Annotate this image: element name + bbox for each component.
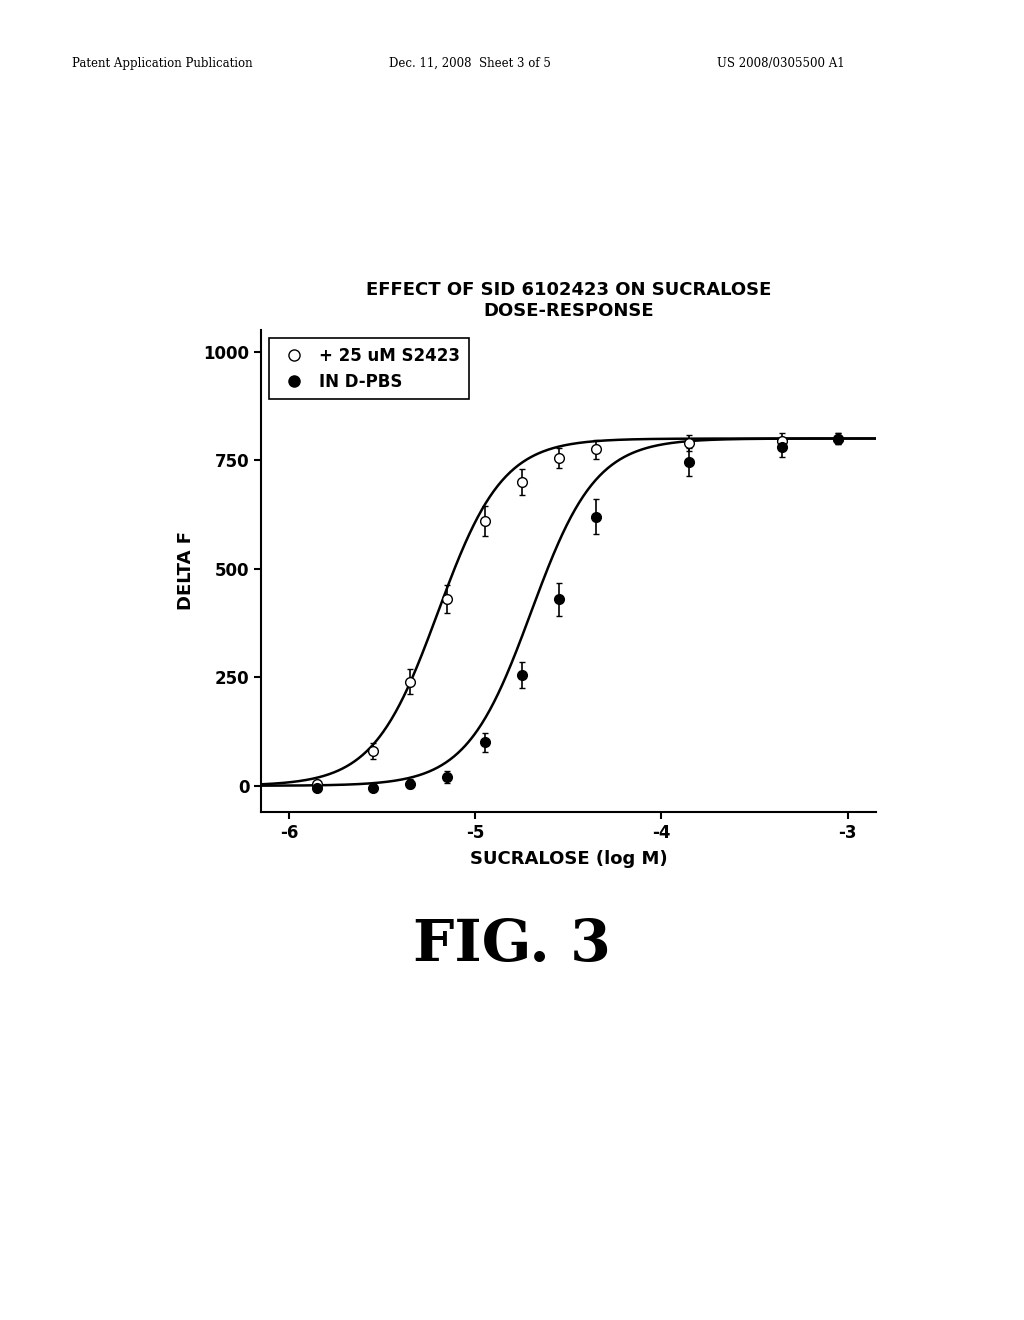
Text: Patent Application Publication: Patent Application Publication: [72, 57, 252, 70]
Legend: + 25 uM S2423, IN D-PBS: + 25 uM S2423, IN D-PBS: [269, 338, 469, 400]
Title: EFFECT OF SID 6102423 ON SUCRALOSE
DOSE-RESPONSE: EFFECT OF SID 6102423 ON SUCRALOSE DOSE-…: [366, 281, 771, 321]
X-axis label: SUCRALOSE (log M): SUCRALOSE (log M): [470, 850, 667, 869]
Text: FIG. 3: FIG. 3: [413, 917, 611, 973]
Y-axis label: DELTA F: DELTA F: [177, 532, 195, 610]
Text: US 2008/0305500 A1: US 2008/0305500 A1: [717, 57, 845, 70]
Text: Dec. 11, 2008  Sheet 3 of 5: Dec. 11, 2008 Sheet 3 of 5: [389, 57, 551, 70]
